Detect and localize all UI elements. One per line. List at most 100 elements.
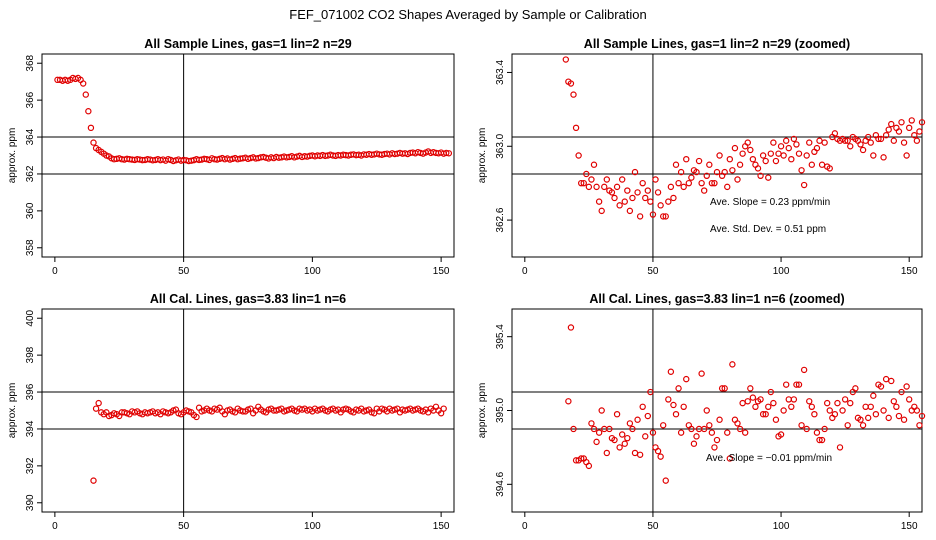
- data-point: [649, 429, 657, 436]
- data-point: [565, 398, 572, 405]
- data-point: [603, 449, 611, 457]
- data-point: [795, 150, 803, 157]
- data-point: [780, 152, 787, 159]
- panel-title: All Cal. Lines, gas=3.83 lin=1 n=6: [150, 292, 346, 306]
- data-point: [916, 422, 923, 429]
- data-point: [736, 425, 744, 433]
- data-point: [890, 137, 898, 144]
- data-point: [662, 213, 669, 220]
- data-point: [706, 422, 713, 429]
- data-point: [667, 368, 675, 375]
- data-point: [590, 161, 598, 168]
- x-tick-label: 100: [304, 266, 321, 277]
- data-point: [734, 420, 741, 427]
- data-point: [811, 410, 818, 418]
- data-point: [726, 155, 734, 163]
- data-point: [747, 146, 754, 154]
- data-point: [634, 189, 641, 196]
- y-tick-label: 362.6: [495, 207, 506, 232]
- data-point: [913, 137, 921, 144]
- data-series: [54, 74, 453, 165]
- data-point: [893, 403, 900, 411]
- data-point: [911, 131, 918, 139]
- data-point: [636, 213, 644, 220]
- data-point: [788, 155, 795, 163]
- data-point: [677, 168, 685, 176]
- data-point: [772, 157, 780, 165]
- data-point: [900, 416, 908, 423]
- x-tick-label: 150: [901, 521, 918, 532]
- data-point: [629, 194, 636, 202]
- data-point: [898, 119, 905, 126]
- data-point: [577, 455, 585, 462]
- data-point: [593, 183, 600, 191]
- data-point: [749, 394, 757, 401]
- data-point: [631, 449, 639, 457]
- data-point: [800, 181, 808, 189]
- data-point: [713, 168, 721, 176]
- data-point: [647, 388, 654, 396]
- data-point: [636, 451, 644, 458]
- data-point: [693, 168, 700, 176]
- data-point: [85, 108, 92, 115]
- data-point: [744, 139, 751, 146]
- data-point: [770, 399, 777, 407]
- data-point: [716, 416, 723, 423]
- plot-frame: [511, 308, 923, 513]
- data-point: [698, 179, 705, 187]
- y-tick-label: 394: [25, 420, 36, 437]
- data-point: [757, 172, 764, 179]
- data-point: [918, 119, 926, 126]
- data-point: [816, 436, 823, 444]
- data-point: [443, 149, 450, 157]
- data-point: [788, 403, 795, 411]
- data-point: [885, 414, 892, 422]
- data-point: [708, 179, 716, 187]
- data-point: [867, 139, 874, 146]
- data-point: [634, 416, 641, 423]
- y-tick-label: 364: [25, 128, 36, 145]
- x-tick-label: 50: [178, 266, 190, 277]
- data-point: [790, 135, 798, 143]
- data-point: [785, 144, 792, 152]
- data-point: [639, 179, 646, 187]
- data-point: [688, 425, 695, 433]
- data-point: [616, 202, 623, 209]
- data-point: [654, 189, 662, 196]
- x-tick-label: 0: [52, 521, 58, 532]
- data-point: [877, 383, 885, 390]
- data-point: [690, 440, 698, 447]
- data-point: [631, 168, 639, 176]
- data-point: [595, 429, 603, 436]
- plot-frame: [511, 53, 923, 258]
- data-point: [739, 150, 746, 157]
- data-point: [826, 407, 833, 414]
- data-point: [588, 420, 595, 427]
- data-point: [803, 152, 810, 159]
- data-point: [652, 176, 659, 183]
- data-point: [852, 385, 859, 392]
- data-point: [572, 124, 580, 132]
- data-point: [703, 407, 710, 414]
- data-point: [793, 381, 800, 388]
- data-point: [767, 388, 775, 396]
- data-point: [765, 403, 772, 411]
- data-point: [590, 425, 598, 433]
- y-tick-label: 358: [25, 239, 36, 256]
- data-point: [918, 412, 926, 420]
- data-point: [847, 143, 854, 150]
- data-point: [79, 80, 87, 87]
- data-point: [731, 144, 739, 152]
- data-point: [864, 133, 872, 141]
- data-point: [693, 433, 700, 440]
- data-point: [759, 410, 767, 418]
- y-tick-label: 368: [25, 54, 36, 71]
- data-point: [844, 137, 851, 144]
- data-point: [711, 179, 718, 187]
- data-point: [729, 167, 736, 174]
- data-point: [803, 425, 810, 433]
- data-point: [762, 410, 769, 418]
- data-point: [844, 422, 851, 429]
- data-point: [585, 462, 593, 470]
